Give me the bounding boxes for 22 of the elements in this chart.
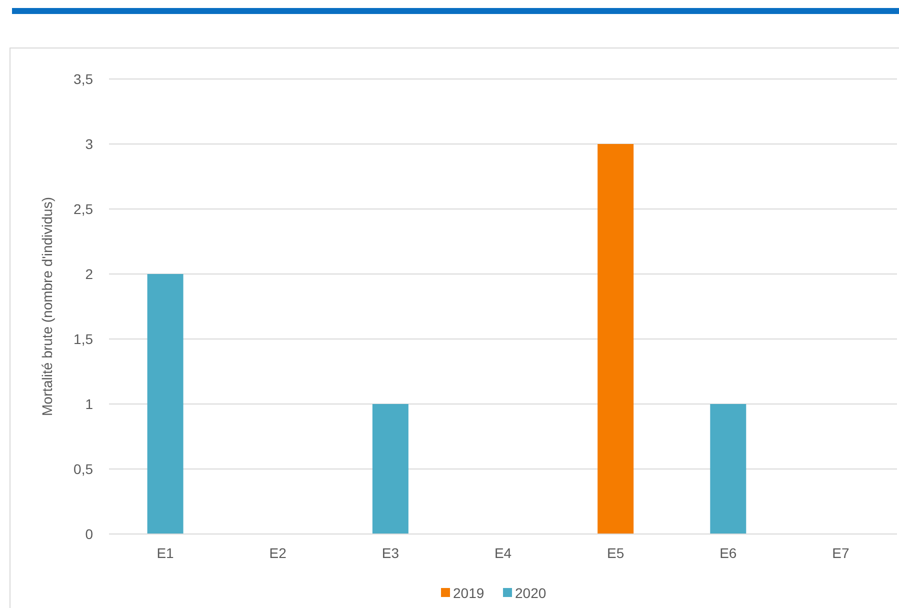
legend-label: 2020 — [515, 584, 546, 601]
x-tick-label: E2 — [269, 545, 287, 561]
x-tick-label: E6 — [720, 545, 737, 561]
x-tick-label: E1 — [156, 545, 174, 561]
x-tick-label: E7 — [832, 545, 850, 561]
bar — [147, 274, 184, 534]
y-axis-title: Mortalité brute (nombre d'individus) — [39, 197, 55, 416]
y-tick-label: 3 — [85, 136, 94, 152]
y-tick-label: 0,5 — [74, 460, 94, 477]
y-tick-label: 0 — [85, 526, 94, 542]
x-tick-label: E5 — [607, 545, 624, 561]
y-tick-label: 2 — [85, 266, 94, 282]
y-tick-label: 1,5 — [74, 330, 94, 347]
bar — [598, 144, 634, 534]
x-tick-label: E3 — [382, 545, 400, 561]
bar — [710, 404, 746, 534]
x-tick-label: E4 — [494, 545, 512, 561]
legend-label: 2019 — [453, 584, 484, 601]
y-tick-label: 3,5 — [74, 70, 94, 87]
bar — [372, 404, 408, 534]
y-tick-label: 1 — [85, 396, 94, 412]
y-tick-label: 2,5 — [74, 200, 94, 217]
